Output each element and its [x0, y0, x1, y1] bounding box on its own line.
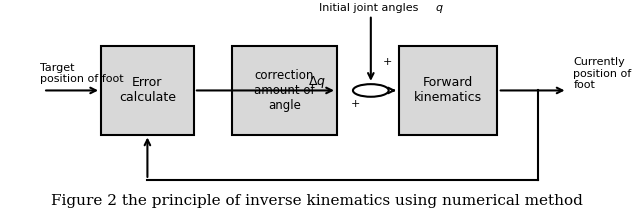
- Bar: [399, 46, 497, 135]
- Text: Forward
kinematics: Forward kinematics: [414, 77, 483, 104]
- Text: Currently
position of
foot: Currently position of foot: [573, 57, 632, 90]
- Bar: [232, 46, 337, 135]
- Text: Initial joint angles: Initial joint angles: [319, 3, 422, 13]
- Text: Error
calculate: Error calculate: [119, 77, 176, 104]
- Text: $\Delta q$: $\Delta q$: [308, 74, 326, 90]
- Text: +: +: [351, 99, 360, 109]
- Text: Target
position of foot: Target position of foot: [40, 63, 124, 84]
- Text: Figure 2 the principle of inverse kinematics using numerical method: Figure 2 the principle of inverse kinema…: [51, 194, 583, 208]
- Bar: [101, 46, 193, 135]
- Circle shape: [353, 84, 388, 97]
- Text: correction
amount of
angle: correction amount of angle: [254, 69, 315, 112]
- Text: q: q: [436, 3, 443, 13]
- Text: +: +: [383, 57, 392, 67]
